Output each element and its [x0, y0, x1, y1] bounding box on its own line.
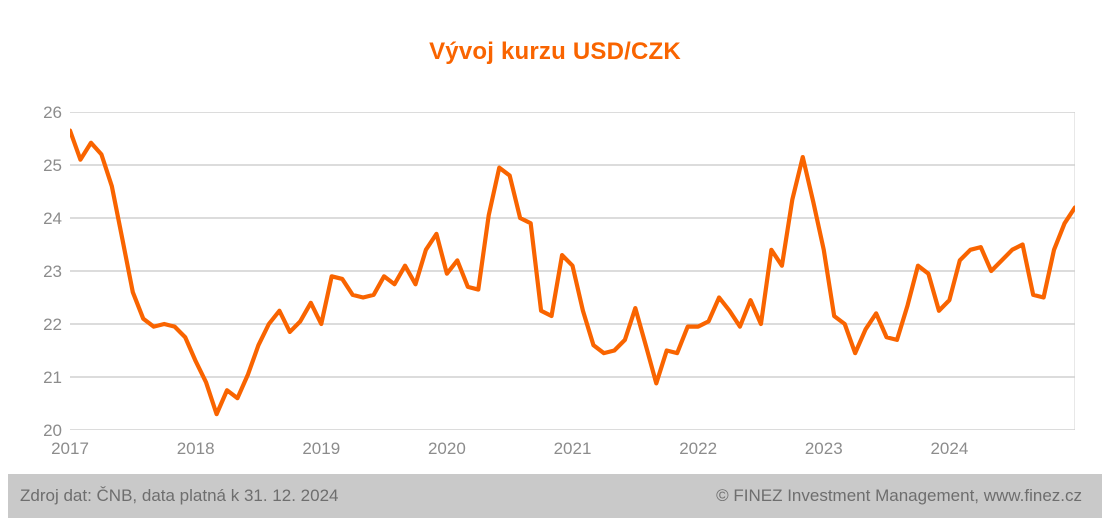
y-tick-label: 26	[43, 103, 62, 122]
x-tick-label: 2017	[51, 439, 89, 458]
x-tick-label: 2024	[930, 439, 969, 458]
x-tick-label: 2020	[427, 439, 466, 458]
chart-title: Vývoj kurzu USD/CZK	[429, 38, 681, 65]
x-tick-label: 2018	[176, 439, 215, 458]
y-tick-label: 21	[43, 368, 62, 387]
footer-source-text: Zdroj dat: ČNB, data platná k 31. 12. 20…	[20, 486, 339, 505]
y-tick-label: 20	[43, 421, 62, 440]
x-tick-label: 2019	[302, 439, 341, 458]
footer-copyright-text: © FINEZ Investment Management, www.finez…	[716, 486, 1082, 505]
x-tick-label: 2022	[679, 439, 718, 458]
x-tick-label: 2021	[553, 439, 592, 458]
y-tick-label: 24	[43, 209, 62, 228]
y-tick-label: 23	[43, 262, 62, 281]
series-line-usdczk	[70, 128, 1075, 417]
plot-area	[70, 112, 1075, 430]
y-axis: 20 21 22 23 24 25 26	[14, 0, 62, 527]
y-tick-label: 25	[43, 156, 62, 175]
y-tick-label: 22	[43, 315, 62, 334]
x-tick-label: 2023	[804, 439, 843, 458]
gridlines	[70, 112, 1075, 430]
line-chart-svg	[70, 112, 1075, 430]
footer-bar: Zdroj dat: ČNB, data platná k 31. 12. 20…	[8, 474, 1102, 518]
